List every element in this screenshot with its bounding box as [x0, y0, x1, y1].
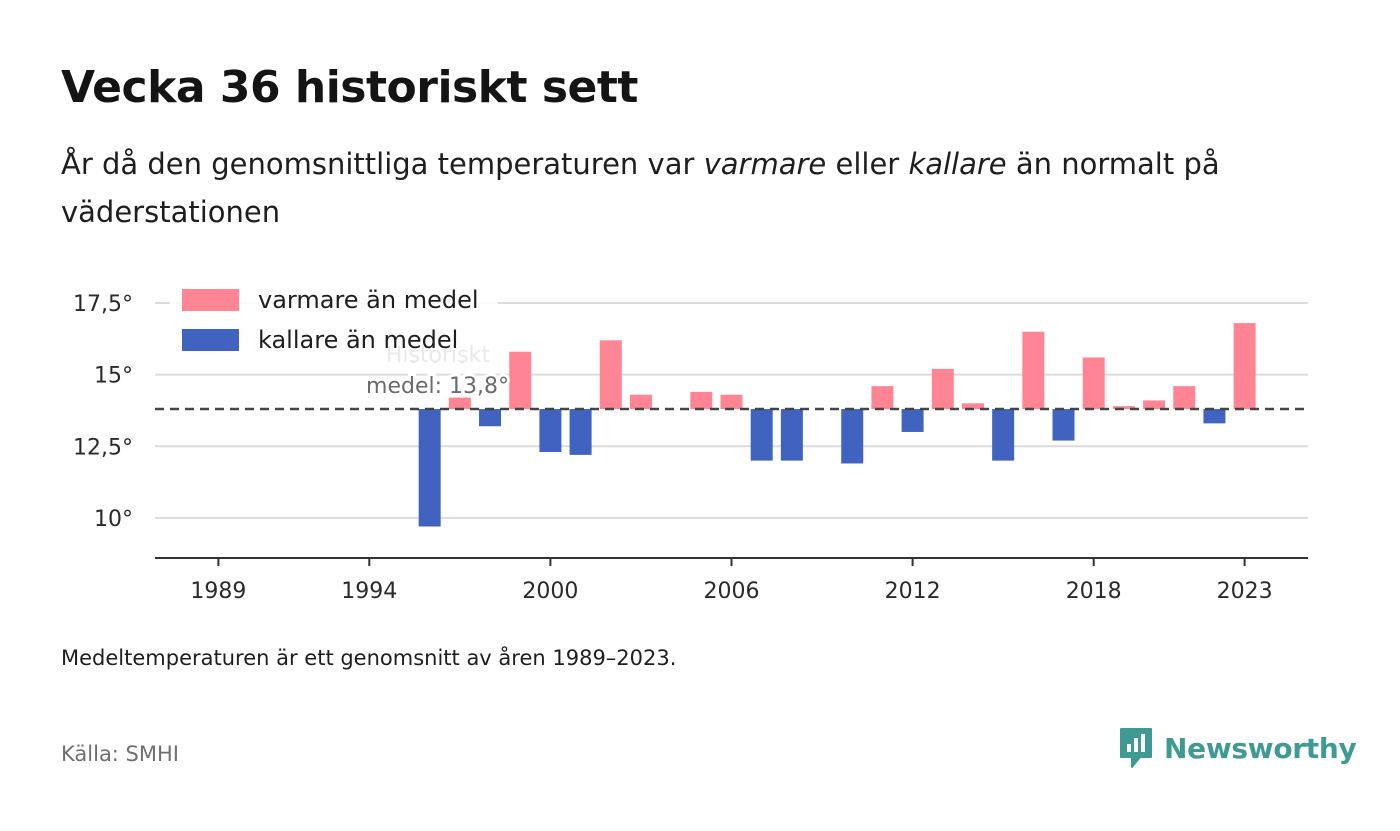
y-tick-label: 10°: [94, 507, 133, 532]
bar-1999: [509, 351, 532, 410]
bar-2001: [569, 409, 592, 455]
newsworthy-logo-icon: [1120, 728, 1152, 768]
subtitle-warm-word: varmare: [703, 147, 827, 181]
bar-2023: [1233, 323, 1256, 410]
average-label-line2: medel: 13,8°: [366, 374, 509, 399]
bar-2013: [931, 368, 954, 410]
x-tick-label: 2018: [1066, 579, 1122, 604]
legend-label-warm: varmare än medel: [258, 286, 479, 314]
bar-2019: [1112, 406, 1135, 410]
source-credit: Källa: SMHI: [61, 742, 179, 766]
bar-2022: [1203, 409, 1226, 424]
bar-2016: [1022, 331, 1045, 410]
bar-2015: [992, 409, 1015, 461]
page-title: Vecka 36 historiskt sett: [61, 62, 638, 113]
legend-swatch-cold: [182, 329, 239, 351]
x-tick-label: 2023: [1217, 579, 1273, 604]
bar-2002: [599, 340, 622, 410]
subtitle-text-start: År då den genomsnittliga temperaturen va…: [61, 147, 704, 181]
bar-2020: [1143, 400, 1166, 410]
bar-2010: [841, 409, 864, 464]
bar-2000: [539, 409, 562, 453]
bar-2003: [629, 394, 652, 410]
bar-2011: [871, 386, 894, 410]
x-tick-label: 1994: [341, 579, 397, 604]
bar-1998: [479, 409, 502, 427]
y-tick-label: 12,5°: [73, 435, 133, 460]
brand-logo: Newsworthy: [1118, 726, 1357, 770]
bar-2005: [690, 391, 713, 410]
page-subtitle: År då den genomsnittliga temperaturen va…: [61, 140, 1321, 236]
bar-2017: [1052, 409, 1075, 441]
bar-2012: [901, 409, 924, 432]
x-tick-label: 2006: [704, 579, 760, 604]
bar-2007: [750, 409, 773, 461]
bar-2014: [961, 403, 984, 410]
legend-label-cold: kallare än medel: [258, 326, 458, 354]
x-tick-label: 2012: [885, 579, 941, 604]
subtitle-text-middle: eller: [826, 147, 909, 181]
bar-2018: [1082, 357, 1105, 410]
chart-footnote: Medeltemperaturen är ett genomsnitt av å…: [61, 646, 677, 670]
x-tick-label: 2000: [522, 579, 578, 604]
x-tick-label: 1989: [190, 579, 246, 604]
bar-1996: [418, 409, 441, 527]
bar-1997: [448, 397, 471, 410]
subtitle-cold-word: kallare: [908, 147, 1007, 181]
bar-2021: [1173, 386, 1196, 410]
subtitle-text-end: än normalt på väderstationen: [61, 147, 1220, 229]
y-tick-label: 15°: [94, 364, 133, 389]
bar-2006: [720, 394, 743, 410]
brand-name: Newsworthy: [1164, 731, 1357, 765]
bar-2008: [780, 409, 803, 461]
y-tick-label: 17,5°: [73, 292, 133, 317]
legend-swatch-warm: [182, 289, 239, 311]
